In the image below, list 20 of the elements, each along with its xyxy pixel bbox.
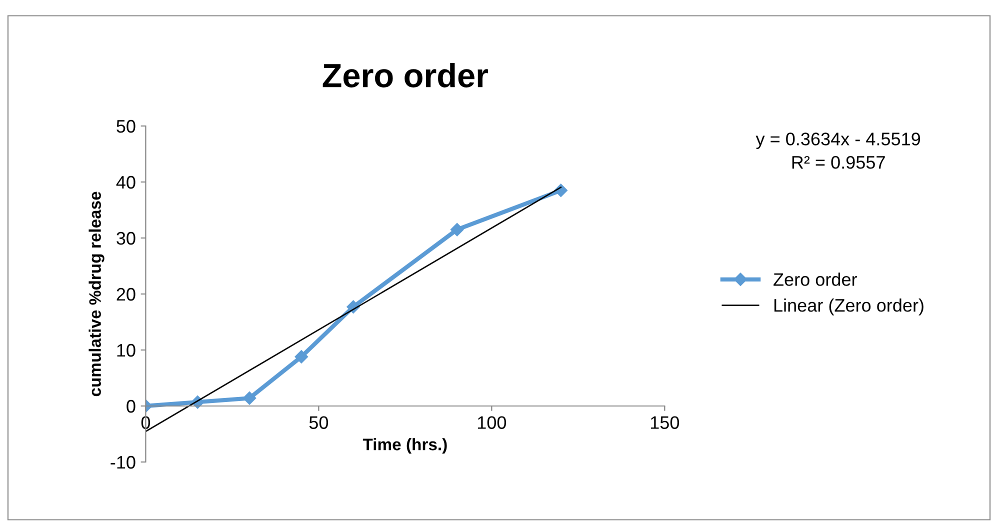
y-tick-label: 30 <box>116 232 136 245</box>
x-tick-label: 0 <box>141 416 150 429</box>
chart-title: Zero order <box>322 62 488 88</box>
legend-label: Linear (Zero order) <box>774 298 924 316</box>
y-tick-label: -10 <box>110 456 136 469</box>
y-tick-label: 40 <box>116 176 136 189</box>
y-tick-label: 10 <box>117 344 136 357</box>
point <box>242 392 256 405</box>
legend-label: Zero order <box>774 272 857 286</box>
y-tick-label: 0 <box>126 400 136 413</box>
x-tick-label: 100 <box>478 416 506 429</box>
y-tick-label: 50 <box>116 120 136 133</box>
point <box>450 223 464 236</box>
point <box>294 350 308 364</box>
y-axis-title: cumulative %drug release <box>88 192 104 396</box>
x-tick-label: 50 <box>309 416 328 429</box>
text: y = 0.3634x - 4.5519 R² = 0.9557 <box>756 132 920 169</box>
x-axis-title: Time (hrs.) <box>362 438 447 454</box>
y-tick-label: 20 <box>116 288 136 301</box>
x-tick-label: 150 <box>650 416 680 429</box>
